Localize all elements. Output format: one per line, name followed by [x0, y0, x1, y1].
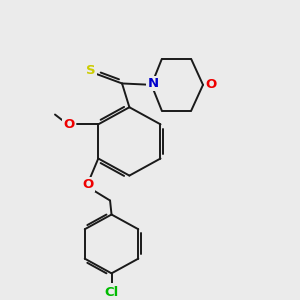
Text: O: O	[82, 178, 94, 191]
Text: O: O	[63, 118, 74, 131]
Text: O: O	[206, 78, 217, 91]
Text: Cl: Cl	[104, 286, 119, 299]
Text: N: N	[147, 77, 158, 90]
Text: S: S	[86, 64, 96, 77]
